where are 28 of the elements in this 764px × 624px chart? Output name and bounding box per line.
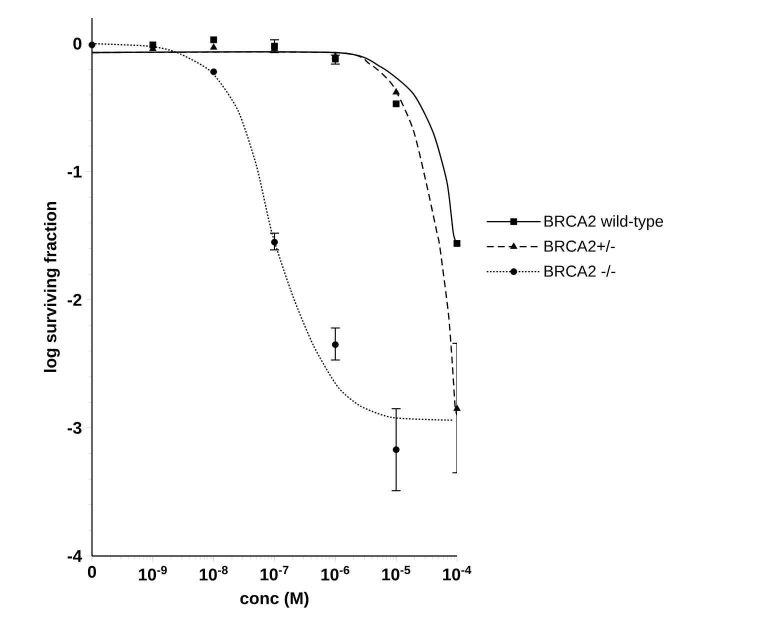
x-axis-title: conc (M) bbox=[240, 592, 308, 608]
point bbox=[392, 100, 400, 108]
point bbox=[454, 240, 460, 247]
point bbox=[210, 43, 218, 50]
x-tick-label: 10$^{-6}$ bbox=[321, 566, 350, 581]
point bbox=[210, 68, 218, 76]
point bbox=[332, 341, 339, 348]
x-tick-label: 0 bbox=[88, 566, 96, 578]
y-tick-label: 0 bbox=[73, 38, 82, 50]
point bbox=[210, 36, 218, 44]
y-tick-label: -3 bbox=[68, 422, 82, 434]
x-tick-label: 10$^{-4}$ bbox=[443, 566, 472, 580]
y-tick-label: -4 bbox=[68, 550, 82, 562]
y-tick-label: -2 bbox=[68, 294, 82, 306]
point bbox=[453, 404, 461, 411]
point bbox=[271, 238, 278, 246]
legend-label: BRCA2 wild-type bbox=[544, 215, 664, 230]
x-tick-label: 10$^{-5}$ bbox=[382, 566, 410, 580]
y-axis-title: log surviving fraction bbox=[44, 202, 60, 372]
x-tick-label: 10$^{-7}$ bbox=[260, 566, 288, 580]
x-tick-label: 10$^{-8}$ bbox=[200, 566, 228, 581]
point bbox=[392, 88, 400, 94]
point bbox=[392, 446, 400, 454]
legend-label: BRCA2 -/- bbox=[544, 265, 616, 277]
point bbox=[332, 52, 339, 59]
y-tick-label: -1 bbox=[68, 166, 82, 178]
x-tick-label: 10$^{-9}$ bbox=[138, 566, 167, 581]
legend-label: BRCA2+/- bbox=[544, 240, 615, 252]
